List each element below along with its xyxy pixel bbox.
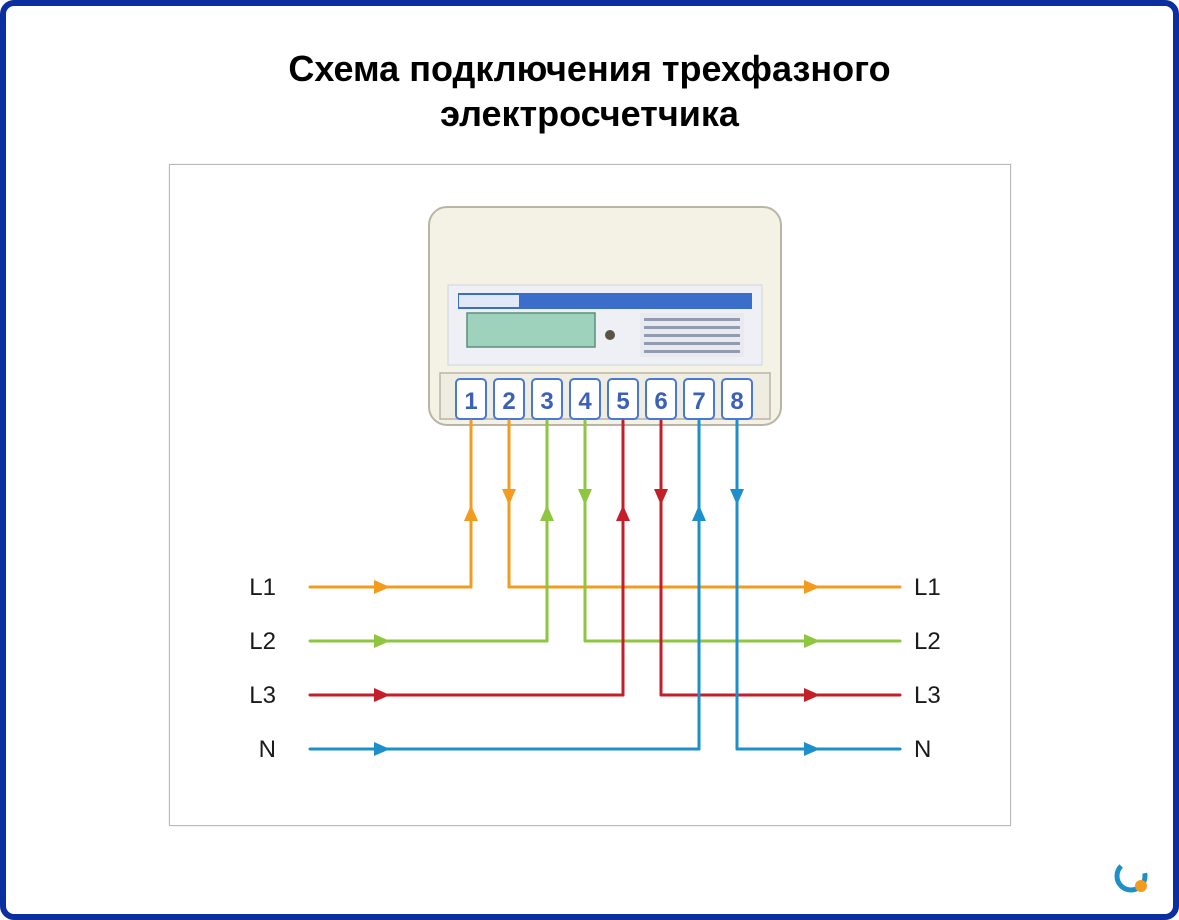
terminal-label-2: 2 [502,388,515,415]
indicator-led [605,330,615,340]
terminal-label-5: 5 [616,388,629,415]
terminal-label-3: 3 [540,388,553,415]
label-right-L2: L2 [914,628,941,655]
terminal-label-6: 6 [654,388,667,415]
page-frame: Схема подключения трехфазного электросче… [0,0,1179,920]
label-right-L1: L1 [914,574,941,601]
title-line-1: Схема подключения трехфазного [288,48,890,89]
terminal-label-7: 7 [692,388,705,415]
lcd-display [467,313,595,347]
title-line-2: электросчетчика [440,93,739,134]
label-left-L2: L2 [249,628,276,655]
label-right-L3: L3 [914,682,941,709]
terminal-label-1: 1 [464,388,477,415]
terminal-label-4: 4 [578,388,592,415]
label-left-N: N [258,736,275,763]
wiring-diagram: L1 L1 L2 L2 L3 L3 N N 12345678 [170,165,1010,825]
title: Схема подключения трехфазного электросче… [288,46,890,136]
figure-border: L1 L1 L2 L2 L3 L3 N N 12345678 [169,164,1011,826]
terminal-label-8: 8 [730,388,743,415]
label-left-L1: L1 [249,574,276,601]
label-right-N: N [914,736,931,763]
label-left-L3: L3 [249,682,276,709]
terminal-panel [440,373,770,419]
corner-logo [1107,854,1155,902]
